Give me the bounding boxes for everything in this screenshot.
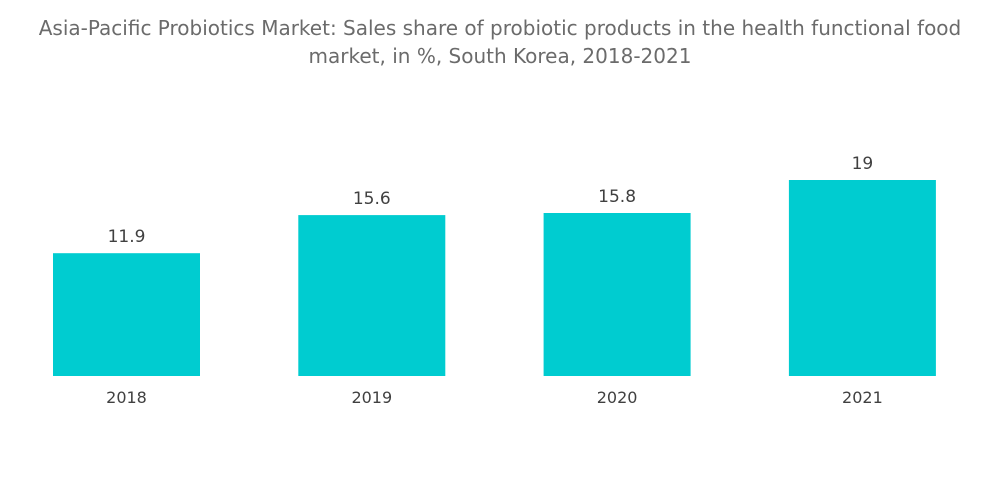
bar-2021 (788, 180, 936, 376)
category-label-2018: 2018 (106, 388, 147, 407)
chart-title-line-2: market, in %, South Korea, 2018-2021 (308, 44, 692, 68)
category-label-2020: 2020 (597, 388, 638, 407)
value-label-2021: 19 (852, 154, 874, 174)
chart-title: Asia-Pacific Probiotics Market: Sales sh… (0, 14, 1000, 70)
bar-2020 (543, 213, 691, 376)
bar-2018 (53, 253, 200, 376)
value-label-2020: 15.8 (598, 187, 636, 207)
value-label-2019: 15.6 (353, 189, 391, 209)
value-label-2018: 11.9 (108, 227, 146, 247)
category-label-2019: 2019 (351, 388, 392, 407)
category-label-2021: 2021 (842, 388, 883, 407)
chart-title-line-1: Asia-Pacific Probiotics Market: Sales sh… (38, 16, 962, 40)
bar-2019 (298, 215, 446, 376)
